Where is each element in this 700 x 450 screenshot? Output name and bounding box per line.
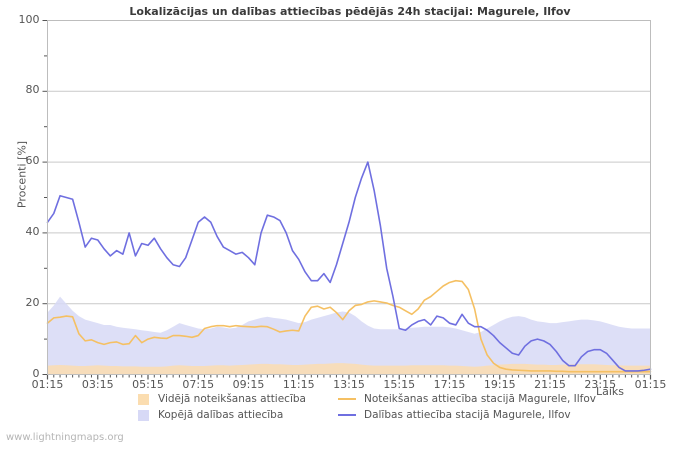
x-tick-label: 13:15 — [333, 378, 365, 391]
line-detection_ratio_station — [46, 279, 652, 373]
watermark: www.lightningmaps.org — [6, 432, 124, 443]
x-tick-label: 07:15 — [182, 378, 215, 391]
y-tick-label: 0 — [32, 366, 40, 380]
x-axis-label: Laiks — [596, 385, 625, 398]
legend-label: Kopējā dalības attiecība — [158, 409, 284, 421]
legend-item-detection-ratio-station[interactable]: Noteikšanas attiecība stacijā Magurele, … — [338, 393, 618, 405]
chart-title: Lokalizācijas un dalības attiecības pēdē… — [129, 5, 571, 18]
x-tick-label: 17:15 — [433, 378, 466, 391]
legend-swatch-icon — [138, 393, 149, 405]
legend-label: Vidējā noteikšanas attiecība — [158, 393, 306, 405]
x-tick-label: 21:15 — [534, 378, 566, 391]
area-total_participation_ratio — [47, 296, 651, 375]
chart-legend: Vidējā noteikšanas attiecība Noteikšanas … — [138, 391, 618, 423]
legend-row: Vidējā noteikšanas attiecība Noteikšanas … — [138, 391, 618, 407]
legend-item-avg-detection-ratio[interactable]: Vidējā noteikšanas attiecība — [138, 393, 338, 405]
legend-swatch-icon — [138, 409, 149, 421]
x-tick-label: 01:15 — [31, 378, 64, 391]
x-tick-label: 23:15 — [584, 378, 617, 391]
legend-label: Noteikšanas attiecība stacijā Magurele, … — [364, 393, 596, 405]
x-tick-label: 11:15 — [282, 378, 315, 391]
line-participation_ratio_station — [46, 161, 652, 372]
legend-item-total-participation-ratio[interactable]: Kopējā dalības attiecība — [138, 409, 338, 421]
plot-frame-top — [47, 20, 651, 375]
x-tick-label: 19:15 — [483, 378, 516, 391]
legend-row: Kopējā dalības attiecība Dalības attiecīb… — [138, 407, 618, 423]
x-tick-label: 09:15 — [232, 378, 265, 391]
legend-item-participation-ratio-station[interactable]: Dalības attiecība stacijā Magurele, Ilfo… — [338, 409, 618, 421]
y-tick-label: 20 — [25, 295, 40, 309]
legend-line-icon — [338, 414, 356, 416]
x-tick-label: 15:15 — [383, 378, 416, 391]
x-tick-label: 01:15 — [634, 378, 667, 391]
y-tick-label: 40 — [25, 224, 40, 238]
y-tick-label: 60 — [25, 154, 40, 168]
legend-label: Dalības attiecība stacijā Magurele, Ilfo… — [364, 409, 571, 421]
legend-line-icon — [338, 398, 356, 400]
y-tick-label: 80 — [25, 83, 40, 97]
x-tick-label: 03:15 — [81, 378, 114, 391]
area-avg_detection_ratio — [47, 363, 651, 375]
y-tick-label: 100 — [18, 12, 40, 26]
x-tick-label: 05:15 — [132, 378, 164, 391]
y-axis-label: Procenti [%] — [15, 140, 29, 209]
